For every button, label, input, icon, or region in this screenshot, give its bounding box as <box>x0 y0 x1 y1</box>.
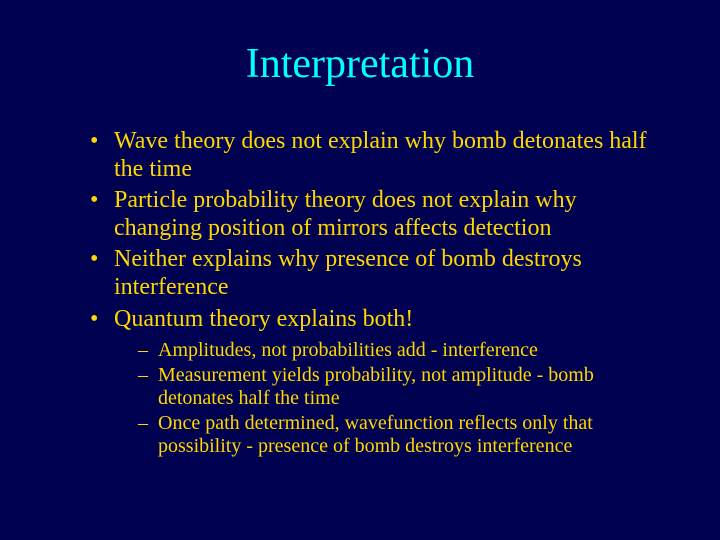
bullet-text: Wave theory does not explain why bomb de… <box>114 128 647 182</box>
bullet-text: Neither explains why presence of bomb de… <box>114 246 582 300</box>
sub-bullet: Once path determined, wavefunction refle… <box>138 412 660 458</box>
main-bullet: Particle probability theory does not exp… <box>90 187 660 242</box>
main-bullet: Wave theory does not explain why bomb de… <box>90 128 660 183</box>
slide-title: Interpretation <box>60 40 660 88</box>
main-bullet: Neither explains why presence of bomb de… <box>90 246 660 301</box>
sub-bullet: Measurement yields probability, not ampl… <box>138 364 660 410</box>
main-bullet: Quantum theory explains both! Amplitudes… <box>90 306 660 459</box>
main-bullet-list: Wave theory does not explain why bomb de… <box>60 128 660 458</box>
bullet-text: Measurement yields probability, not ampl… <box>158 364 594 409</box>
sub-bullet: Amplitudes, not probabilities add - inte… <box>138 339 660 362</box>
bullet-text: Quantum theory explains both! <box>114 306 413 332</box>
sub-bullet-list: Amplitudes, not probabilities add - inte… <box>114 339 660 458</box>
slide: Interpretation Wave theory does not expl… <box>0 0 720 540</box>
bullet-text: Particle probability theory does not exp… <box>114 187 577 241</box>
bullet-text: Amplitudes, not probabilities add - inte… <box>158 339 538 361</box>
bullet-text: Once path determined, wavefunction refle… <box>158 412 593 457</box>
